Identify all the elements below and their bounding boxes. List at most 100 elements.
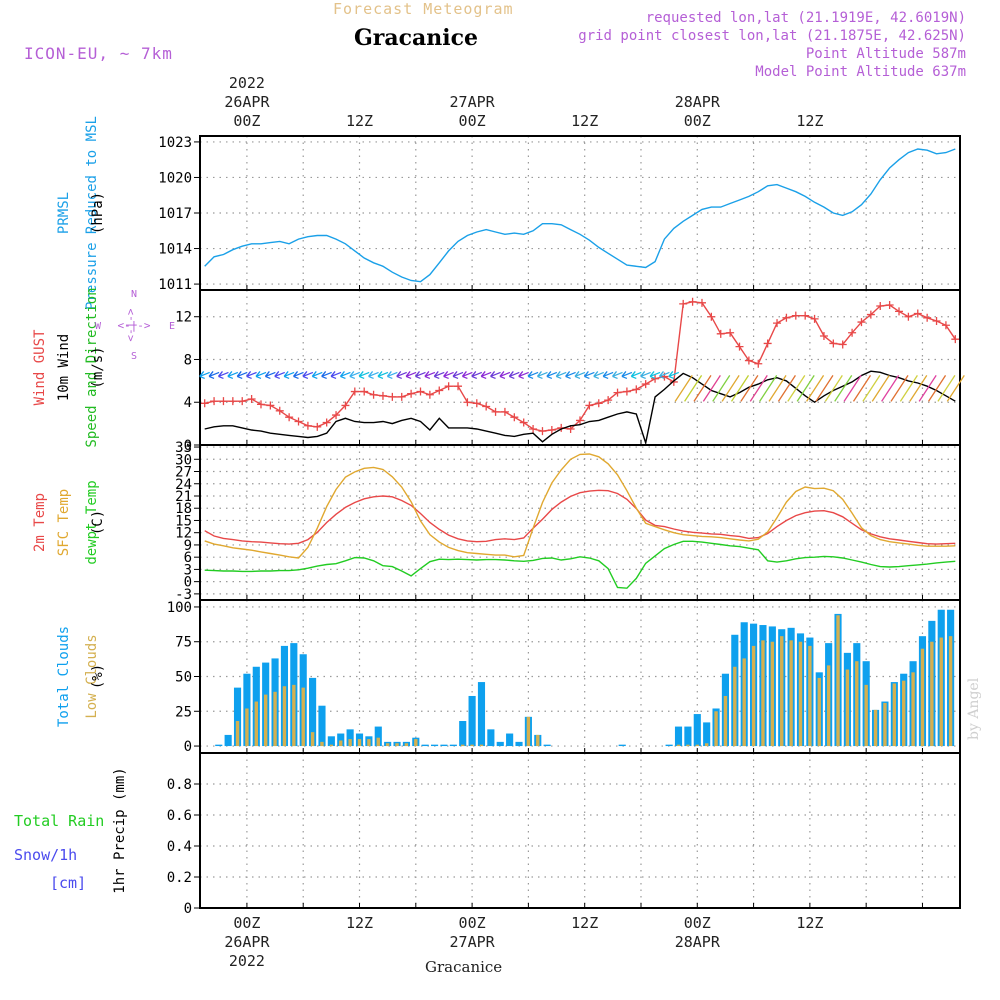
wind-line <box>204 370 956 446</box>
wind-arrow <box>433 371 445 380</box>
wind-arrow <box>527 371 539 380</box>
gust-marker <box>819 331 828 340</box>
gust-marker <box>913 309 922 318</box>
compass-we: <-|-> <box>117 319 150 332</box>
y-tick-label: 0 <box>184 575 192 591</box>
wind-arrow <box>574 371 586 380</box>
gust-marker <box>632 385 641 394</box>
bottom-time-label: 00Z <box>459 914 486 932</box>
low-cloud-bar <box>883 702 887 747</box>
author-credit: by Angel <box>966 677 982 740</box>
total-cloud-bar <box>618 744 626 747</box>
low-cloud-bar <box>826 665 831 747</box>
low-cloud-bar <box>864 684 868 747</box>
pressure-panel: 1011 1014 1017 1020 1023 PRMSL Pressure Reduce… <box>56 116 961 310</box>
wind-arrow <box>227 371 239 380</box>
y-tick-label: 0 <box>184 438 192 454</box>
y-tick-label: 6 <box>184 550 192 566</box>
requested-coordinates: requested lon,lat (21.1919E, 42.6019N) <box>645 10 966 26</box>
gust-marker <box>613 388 622 397</box>
total-cloud-bar <box>703 722 711 747</box>
gust-marker <box>735 342 744 351</box>
axis-label: Wind GUST <box>32 329 48 405</box>
wind-barb <box>684 375 703 402</box>
low-cloud-bar <box>376 737 380 747</box>
compass-s: S <box>131 351 137 362</box>
low-cloud-bar <box>235 721 240 747</box>
gust-marker <box>454 382 463 391</box>
total-cloud-bar <box>496 741 504 747</box>
wind-arrow <box>658 371 670 380</box>
low-cloud-bar <box>479 744 484 747</box>
low-cloud-bar <box>780 636 784 747</box>
footer-location: Gracanice <box>425 958 503 976</box>
bottom-time-label: 2022 <box>229 952 265 970</box>
y-tick-label: 0.2 <box>167 870 192 886</box>
wind-arrow <box>321 371 332 380</box>
wind-arrow <box>555 371 567 380</box>
wind-barb <box>881 375 900 402</box>
low-cloud-bar <box>273 691 277 747</box>
axis-label: Speed and Direction <box>84 287 100 447</box>
low-cloud-bar <box>526 716 531 747</box>
wind-arrow <box>302 371 314 380</box>
low-cloud-bar <box>367 739 371 747</box>
y-tick-label: 30 <box>175 452 192 468</box>
gust-marker <box>669 377 678 386</box>
total-cloud-bar <box>233 687 242 747</box>
gust-marker <box>369 390 378 399</box>
total-cloud-bar <box>515 741 523 747</box>
wind-arrow <box>649 371 661 380</box>
wind-barb <box>843 375 862 402</box>
wind-arrow <box>349 371 361 380</box>
gust-marker <box>810 314 819 323</box>
low-cloud-bar <box>339 740 343 747</box>
y-tick-label: 1017 <box>158 206 192 222</box>
wind-barb <box>796 375 815 402</box>
wind-arrow <box>405 371 417 380</box>
wind-arrow <box>630 371 642 380</box>
low-cloud-bar <box>930 641 934 747</box>
gust-marker <box>895 307 904 316</box>
wind-arrow <box>283 371 295 380</box>
low-cloud-bar <box>301 687 305 747</box>
y-tick-label: 0.6 <box>167 808 192 824</box>
axis-label: (%) <box>90 664 106 689</box>
total-cloud-bar <box>440 744 448 747</box>
compass-icon: <-|-><-|-> N S W E <box>95 289 175 362</box>
2m-temp-line <box>204 489 956 545</box>
axis-label: 1hr Precip (mm) <box>112 767 128 893</box>
y-tick-label: 1023 <box>158 135 192 151</box>
top-time-label: 12Z <box>346 112 373 130</box>
axis-label: Total Clouds <box>56 626 72 727</box>
gust-marker <box>585 401 594 410</box>
low-cloud-bar <box>892 683 897 747</box>
gust-marker <box>876 302 885 311</box>
y-tick-label: 8 <box>184 352 192 368</box>
top-time-label: 26APR <box>224 93 270 111</box>
gust-marker <box>482 402 491 411</box>
low-cloud-bar <box>742 658 746 747</box>
gust-marker <box>838 340 847 349</box>
gust-marker <box>707 312 716 321</box>
y-tick-label: 0.8 <box>167 777 192 793</box>
top-time-label: 27APR <box>450 93 496 111</box>
low-cloud-bar <box>845 669 850 747</box>
wind-arrow <box>386 371 398 380</box>
low-cloud-bar <box>789 640 793 747</box>
low-cloud-bar <box>836 615 840 747</box>
gust-marker <box>266 401 275 410</box>
gust-marker <box>904 312 913 321</box>
low-cloud-bar <box>714 711 718 747</box>
low-cloud-bar <box>263 694 268 747</box>
low-cloud-bar <box>292 684 296 747</box>
axis-label: (C) <box>90 510 106 535</box>
gust-marker <box>500 407 509 416</box>
total-cloud-bar <box>487 729 495 747</box>
gust-marker <box>763 339 772 348</box>
low-cloud-bar <box>695 744 699 747</box>
wind-arrow <box>480 371 492 380</box>
total-cloud-bar <box>693 714 701 747</box>
bottom-time-label: 12Z <box>571 914 598 932</box>
